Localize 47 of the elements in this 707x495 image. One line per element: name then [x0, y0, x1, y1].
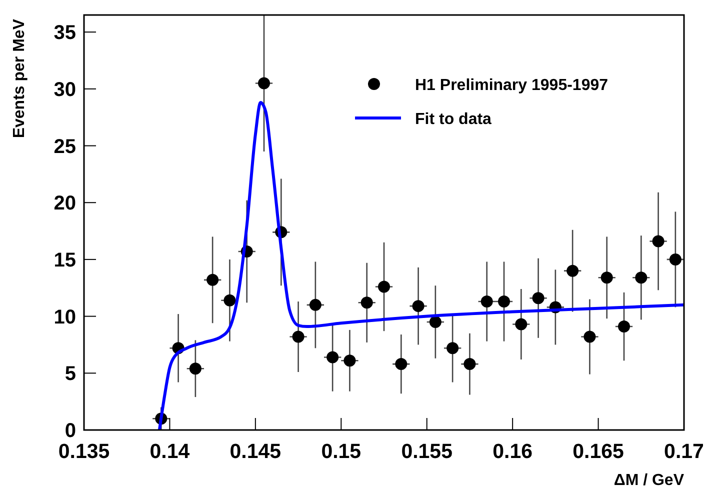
- point: [635, 272, 648, 284]
- x-tick-label: 0.135: [58, 440, 110, 463]
- legend-label: Fit to data: [415, 111, 492, 128]
- point: [600, 272, 613, 284]
- point: [206, 274, 219, 286]
- point: [292, 330, 304, 343]
- x-tick-label: 0.145: [230, 440, 282, 463]
- y-tick-label: 15: [54, 249, 76, 272]
- point: [224, 294, 236, 306]
- y-tick-label: 35: [54, 22, 76, 44]
- point: [566, 264, 579, 277]
- point: [309, 298, 322, 311]
- point: [464, 358, 476, 370]
- point: [429, 316, 442, 328]
- y-tick-label: 20: [54, 192, 76, 215]
- x-tick-label: 0.155: [401, 440, 453, 463]
- y-tick-label: 0: [64, 420, 76, 442]
- x-tick-label: 0.165: [572, 440, 624, 463]
- x-tick-label: 0.17: [664, 440, 704, 463]
- point: [618, 320, 630, 333]
- point: [480, 296, 493, 308]
- point: [446, 342, 459, 354]
- x-tick-label: 0.14: [150, 440, 190, 463]
- point: [378, 280, 390, 293]
- x-tick-label: 0.15: [321, 440, 362, 463]
- point: [395, 358, 408, 370]
- point: [515, 318, 528, 330]
- y-tick-label: 10: [54, 306, 76, 328]
- point: [498, 296, 510, 308]
- point: [669, 253, 682, 266]
- point: [344, 354, 356, 367]
- point: [360, 296, 373, 309]
- x-tick-label: 0.16: [492, 440, 533, 463]
- y-axis-title: Events per MeV: [11, 18, 28, 138]
- point: [584, 330, 596, 343]
- y-tick-label: 5: [64, 363, 76, 386]
- point: [258, 77, 270, 90]
- y-tick-label: 30: [54, 78, 76, 101]
- line-series: [158, 101, 684, 430]
- point: [652, 235, 664, 248]
- point: [532, 292, 544, 304]
- legend-label: H1 Preliminary 1995-1997: [415, 77, 608, 94]
- point: [326, 351, 339, 364]
- point: [189, 362, 202, 375]
- point: [412, 300, 424, 312]
- x-axis-title: ΔM / GeV: [614, 472, 684, 489]
- y-tick-label: 25: [54, 136, 76, 158]
